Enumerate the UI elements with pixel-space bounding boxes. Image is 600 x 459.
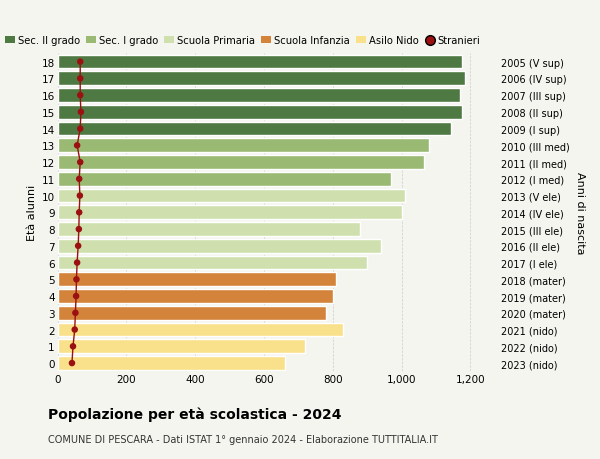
Point xyxy=(73,142,82,150)
Bar xyxy=(58,340,305,353)
Bar xyxy=(58,123,451,136)
Point xyxy=(73,259,82,267)
Bar xyxy=(58,106,462,119)
Point xyxy=(67,359,77,367)
Bar xyxy=(58,89,460,103)
Bar xyxy=(58,273,336,286)
Point xyxy=(76,59,85,66)
Bar xyxy=(58,290,333,303)
Bar xyxy=(58,240,381,253)
Point xyxy=(74,209,84,217)
Point xyxy=(76,159,85,167)
Legend: Sec. II grado, Sec. I grado, Scuola Primaria, Scuola Infanzia, Asilo Nido, Stran: Sec. II grado, Sec. I grado, Scuola Prim… xyxy=(5,36,480,46)
Bar xyxy=(58,323,343,337)
Bar xyxy=(58,256,367,270)
Point xyxy=(76,76,85,83)
Bar xyxy=(58,306,326,320)
Bar xyxy=(58,56,462,69)
Bar xyxy=(58,139,429,153)
Bar xyxy=(58,189,405,203)
Point xyxy=(71,309,80,317)
Point xyxy=(74,226,83,233)
Point xyxy=(75,192,85,200)
Point xyxy=(76,92,85,100)
Bar xyxy=(58,173,391,186)
Bar xyxy=(58,223,360,236)
Y-axis label: Età alunni: Età alunni xyxy=(28,185,37,241)
Point xyxy=(73,243,83,250)
Point xyxy=(74,176,84,183)
Bar xyxy=(58,73,465,86)
Point xyxy=(71,276,81,283)
Point xyxy=(70,326,80,334)
Point xyxy=(76,126,85,133)
Point xyxy=(71,293,81,300)
Y-axis label: Anni di nascita: Anni di nascita xyxy=(575,172,585,254)
Text: Popolazione per età scolastica - 2024: Popolazione per età scolastica - 2024 xyxy=(48,406,341,421)
Bar xyxy=(58,156,424,169)
Bar xyxy=(58,356,284,370)
Point xyxy=(76,109,86,116)
Bar xyxy=(58,206,401,220)
Text: COMUNE DI PESCARA - Dati ISTAT 1° gennaio 2024 - Elaborazione TUTTITALIA.IT: COMUNE DI PESCARA - Dati ISTAT 1° gennai… xyxy=(48,434,438,444)
Point xyxy=(68,343,78,350)
